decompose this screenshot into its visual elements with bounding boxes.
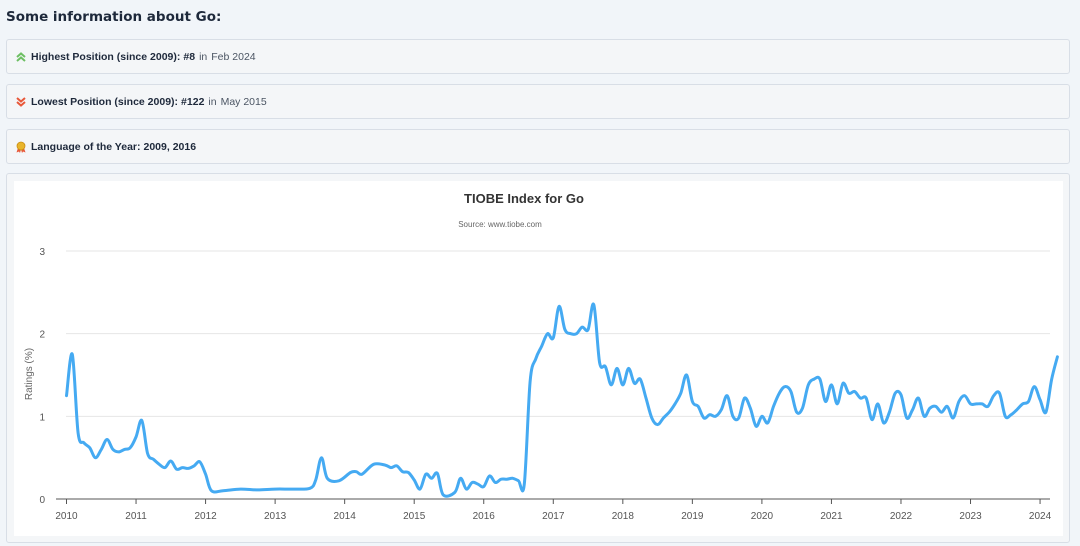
page-heading: Some information about Go: [6,9,222,25]
x-tick-label: 2022 [890,511,913,522]
y-tick-label: 3 [39,247,45,258]
x-tick-label: 2021 [820,511,843,522]
x-tick-label: 2015 [403,511,426,522]
highest-position-date: Feb 2024 [211,50,256,63]
x-tick-label: 2014 [334,511,357,522]
x-tick-label: 2018 [612,511,635,522]
x-tick-label: 2023 [959,511,982,522]
double-chevron-down-icon [15,96,27,108]
lowest-position-label: Lowest Position (since 2009): [31,95,179,108]
y-tick-label: 2 [39,330,45,341]
x-tick-label: 2010 [55,511,78,522]
chart-title: TIOBE Index for Go [464,191,584,206]
x-tick-label: 2017 [542,511,565,522]
highest-position-value: #8 [183,50,196,63]
chart-card: TIOBE Index for Go Source: www.tiobe.com… [14,181,1063,536]
x-tick-label: 2016 [473,511,496,522]
language-of-the-year-label: Language of the Year: [31,140,141,153]
y-tick-label: 1 [39,412,45,423]
double-chevron-up-icon [15,51,27,63]
x-tick-label: 2012 [194,511,217,522]
award-icon [15,141,27,153]
highest-position-label: Highest Position (since 2009): [31,50,181,63]
x-tick-label: 2011 [125,511,147,522]
lowest-position-value: #122 [181,95,205,108]
lowest-position-in: in [208,95,217,108]
highest-position-in: in [199,50,208,63]
y-axis-label: Ratings (%) [24,348,35,400]
language-of-the-year-value: 2009, 2016 [143,140,197,153]
info-lowest-position: Lowest Position (since 2009): #122 in Ma… [6,84,1070,119]
info-highest-position: Highest Position (since 2009): #8 in Feb… [6,39,1070,74]
x-tick-label: 2019 [681,511,704,522]
series-line [65,302,1059,498]
tiobe-chart: TIOBE Index for Go Source: www.tiobe.com… [24,191,1059,522]
x-tick-label: 2013 [264,511,287,522]
x-tick-label: 2020 [751,511,774,522]
y-tick-label: 0 [39,495,45,506]
info-language-of-the-year: Language of the Year: 2009, 2016 [6,129,1070,164]
lowest-position-date: May 2015 [220,95,267,108]
x-tick-label: 2024 [1029,511,1052,522]
chart-subtitle: Source: www.tiobe.com [458,220,542,229]
